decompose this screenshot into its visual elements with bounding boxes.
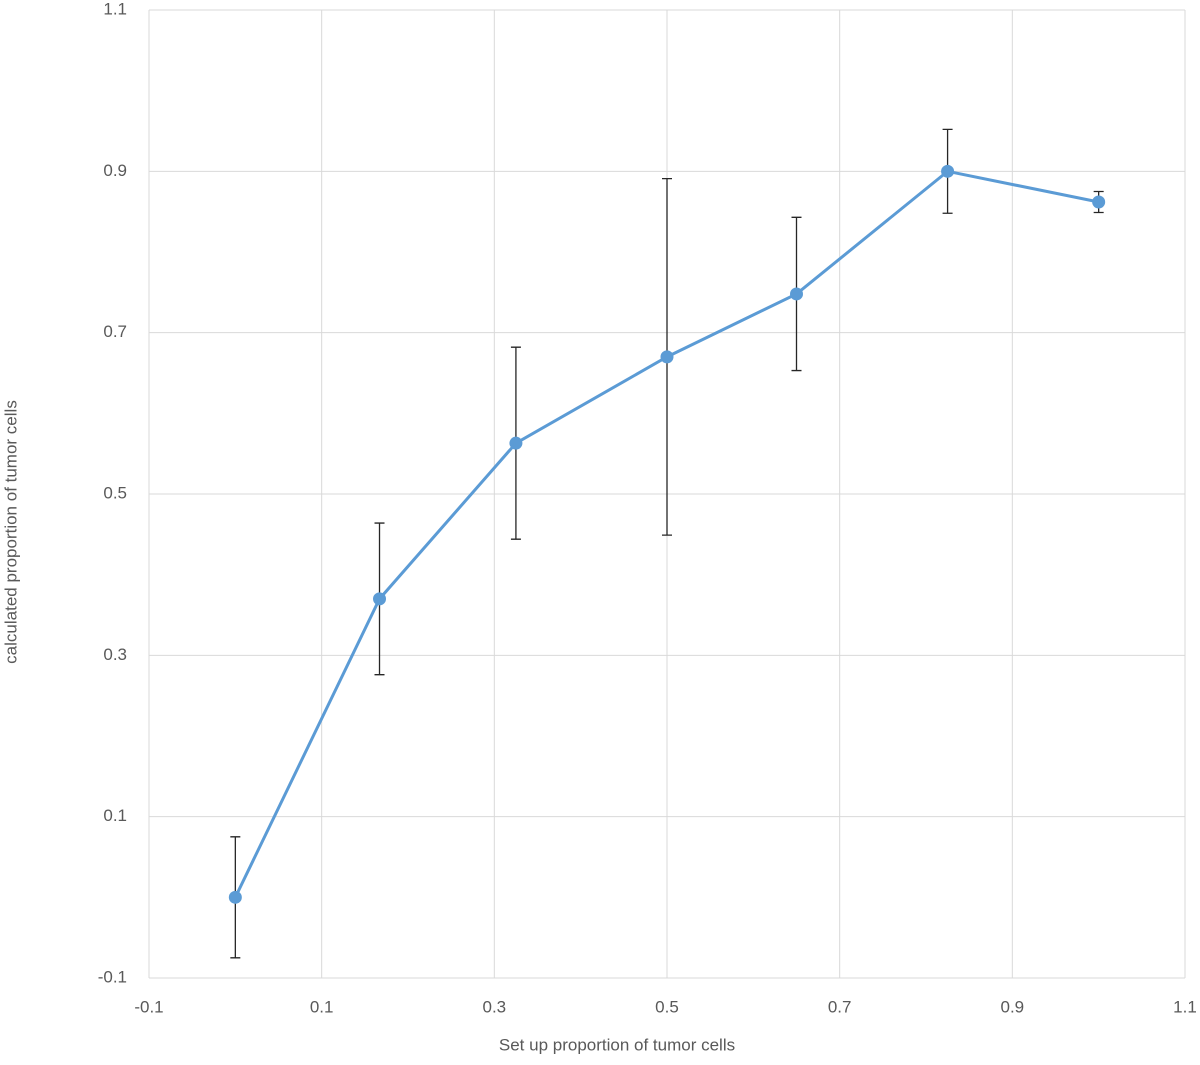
x-tick-label: 0.1 — [310, 997, 334, 1016]
y-axis-label: calculated proportion of tumor cells — [1, 400, 20, 664]
data-point — [373, 592, 387, 606]
y-tick-label: 0.5 — [103, 483, 127, 502]
data-point — [660, 350, 674, 364]
y-tick-label: -0.1 — [98, 967, 127, 986]
data-point — [941, 164, 955, 178]
data-point — [1092, 195, 1106, 209]
data-point — [509, 436, 523, 450]
y-tick-label: 0.3 — [103, 645, 127, 664]
x-tick-label: 0.5 — [655, 997, 679, 1016]
data-point — [790, 287, 803, 301]
y-tick-label: 0.9 — [103, 161, 127, 180]
x-tick-label: 0.3 — [483, 997, 507, 1016]
x-tick-label: 0.9 — [1001, 997, 1025, 1016]
data-point — [228, 890, 242, 904]
x-tick-label: 1.1 — [1173, 997, 1197, 1016]
y-tick-label: 0.1 — [103, 806, 127, 825]
x-axis-label: Set up proportion of tumor cells — [499, 1035, 735, 1054]
x-tick-label: -0.1 — [134, 997, 163, 1016]
y-tick-label: 1.1 — [103, 0, 127, 18]
y-tick-label: 0.7 — [103, 322, 127, 341]
x-tick-label: 0.7 — [828, 997, 852, 1016]
